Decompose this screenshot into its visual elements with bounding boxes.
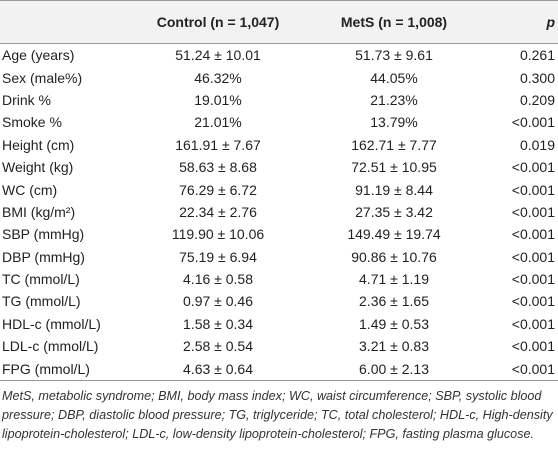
table-cell: 58.63 ± 8.68 bbox=[179, 159, 257, 176]
table-cell: <0.001 bbox=[511, 203, 555, 220]
table-cell: <0.001 bbox=[511, 226, 555, 243]
table-cell: 27.35 ± 3.42 bbox=[355, 203, 433, 220]
table-cell: 0.019 bbox=[519, 136, 555, 153]
table-cell: BMI (kg/m²) bbox=[2, 203, 76, 220]
table-cell: Height (cm) bbox=[2, 136, 75, 153]
table-cell: 51.73 ± 9.61 bbox=[355, 47, 433, 64]
table-row: Age (years) 51.24 ± 10.01 51.73 ± 9.61 0.26… bbox=[0, 44, 558, 67]
table-cell: 161.91 ± 7.67 bbox=[175, 136, 261, 153]
table-cell: 0.300 bbox=[519, 69, 555, 86]
table-cell: <0.001 bbox=[511, 114, 555, 131]
table-row: SBP (mmHg) 119.90 ± 10.06 149.49 ± 19.74 <0… bbox=[0, 223, 558, 245]
table-cell: <0.001 bbox=[511, 181, 555, 198]
table-cell: 90.86 ± 10.76 bbox=[351, 248, 437, 265]
table-cell: 162.71 ± 7.77 bbox=[351, 136, 437, 153]
table-cell: FPG (mmol/L) bbox=[0, 357, 130, 381]
table-cell: <0.001 bbox=[511, 248, 555, 265]
table-cell: Drink % bbox=[2, 91, 52, 108]
table-row: FPG (mmol/L) 4.63 ± 0.64 6.00 ± 2.13 <0.001 bbox=[0, 357, 558, 381]
table-cell: Weight (kg) bbox=[2, 159, 74, 176]
table-row: TC (mmol/L) 4.16 ± 0.58 4.71 ± 1.19 <0.001 bbox=[0, 268, 558, 290]
table-cell: 0.209 bbox=[519, 91, 555, 108]
table-row: WC (cm) 76.29 ± 6.72 91.19 ± 8.44 <0.001 bbox=[0, 178, 558, 200]
table-cell: 1.49 ± 0.53 bbox=[359, 315, 429, 332]
table-cell: <0.001 bbox=[511, 338, 555, 355]
table-row: Height (cm) 161.91 ± 7.67 162.71 ± 7.77 0.0… bbox=[0, 134, 558, 156]
table-cell: 76.29 ± 6.72 bbox=[179, 181, 257, 198]
table-cell: 44.05% bbox=[370, 69, 418, 86]
table-cell: 21.01% bbox=[194, 114, 242, 131]
table-cell: <0.001 bbox=[511, 159, 555, 176]
data-table: Control (n = 1,047) MetS (n = 1,008) p A… bbox=[0, 0, 558, 381]
table-cell: TC (mmol/L) bbox=[2, 271, 80, 288]
table-cell: 21.23% bbox=[370, 91, 418, 108]
table-cell: 0.97 ± 0.46 bbox=[183, 293, 253, 310]
table-cell: <0.001 bbox=[511, 271, 555, 288]
table-row: Weight (kg) 58.63 ± 8.68 72.51 ± 10.95 <0.0… bbox=[0, 156, 558, 178]
table-cell: 149.49 ± 19.74 bbox=[347, 226, 441, 243]
header-row: Control (n = 1,047) MetS (n = 1,008) p bbox=[0, 0, 558, 44]
header-cell: MetS (n = 1,008) bbox=[306, 0, 482, 44]
table-body: Age (years) 51.24 ± 10.01 51.73 ± 9.61 0.26… bbox=[0, 44, 558, 381]
table-cell: 51.24 ± 10.01 bbox=[175, 47, 261, 64]
table-cell: <0.001 bbox=[482, 357, 558, 381]
table-row: LDL-c (mmol/L) 2.58 ± 0.54 3.21 ± 0.83 <0.0… bbox=[0, 335, 558, 357]
table-row: Smoke % 21.01% 13.79% <0.001 bbox=[0, 111, 558, 133]
table-cell: <0.001 bbox=[511, 293, 555, 310]
footnote: MetS, metabolic syndrome; BMI, body mass… bbox=[2, 388, 553, 441]
table-cell: 91.19 ± 8.44 bbox=[355, 181, 433, 198]
table-cell: <0.001 bbox=[511, 315, 555, 332]
table-cell: 13.79% bbox=[370, 114, 418, 131]
table-cell: 22.34 ± 2.76 bbox=[179, 203, 257, 220]
table-cell: 72.51 ± 10.95 bbox=[351, 159, 437, 176]
table-cell: Age (years) bbox=[2, 47, 75, 64]
table-cell: 4.16 ± 0.58 bbox=[183, 271, 253, 288]
table-cell: 0.261 bbox=[519, 47, 555, 64]
table-cell: TG (mmol/L) bbox=[2, 293, 81, 310]
table-cell: 4.63 ± 0.64 bbox=[130, 357, 306, 381]
table-cell: 2.36 ± 1.65 bbox=[359, 293, 429, 310]
header-cell: Control (n = 1,047) bbox=[130, 0, 306, 44]
table-cell: Smoke % bbox=[2, 114, 62, 131]
table-row: Sex (male%) 46.32% 44.05% 0.300 bbox=[0, 66, 558, 88]
table-row: BMI (kg/m²) 22.34 ± 2.76 27.35 ± 3.42 <0.00… bbox=[0, 201, 558, 223]
table-cell: 1.58 ± 0.34 bbox=[183, 315, 253, 332]
table-cell: 3.21 ± 0.83 bbox=[359, 338, 429, 355]
table-cell: HDL-c (mmol/L) bbox=[2, 315, 101, 332]
table-row: HDL-c (mmol/L) 1.58 ± 0.34 1.49 ± 0.53 <0.0… bbox=[0, 313, 558, 335]
table-cell: 19.01% bbox=[194, 91, 242, 108]
table-cell: Sex (male%) bbox=[2, 69, 83, 86]
table-cell: 119.90 ± 10.06 bbox=[171, 226, 265, 243]
table-row: Drink % 19.01% 21.23% 0.209 bbox=[0, 89, 558, 111]
table-row: TG (mmol/L) 0.97 ± 0.46 2.36 ± 1.65 <0.001 bbox=[0, 290, 558, 312]
table-cell: WC (cm) bbox=[2, 181, 58, 198]
table-cell: DBP (mmHg) bbox=[2, 248, 85, 265]
header-cell bbox=[0, 0, 130, 44]
table-row: DBP (mmHg) 75.19 ± 6.94 90.86 ± 10.76 <0.00… bbox=[0, 246, 558, 268]
table-cell: 6.00 ± 2.13 bbox=[306, 357, 482, 381]
table-cell: 4.71 ± 1.19 bbox=[359, 271, 429, 288]
table-cell: 75.19 ± 6.94 bbox=[179, 248, 257, 265]
header-cell: p bbox=[482, 0, 558, 44]
table-cell: 2.58 ± 0.54 bbox=[183, 338, 253, 355]
table-cell: 46.32% bbox=[194, 69, 242, 86]
table-cell: LDL-c (mmol/L) bbox=[2, 338, 99, 355]
table-cell: SBP (mmHg) bbox=[2, 226, 85, 243]
